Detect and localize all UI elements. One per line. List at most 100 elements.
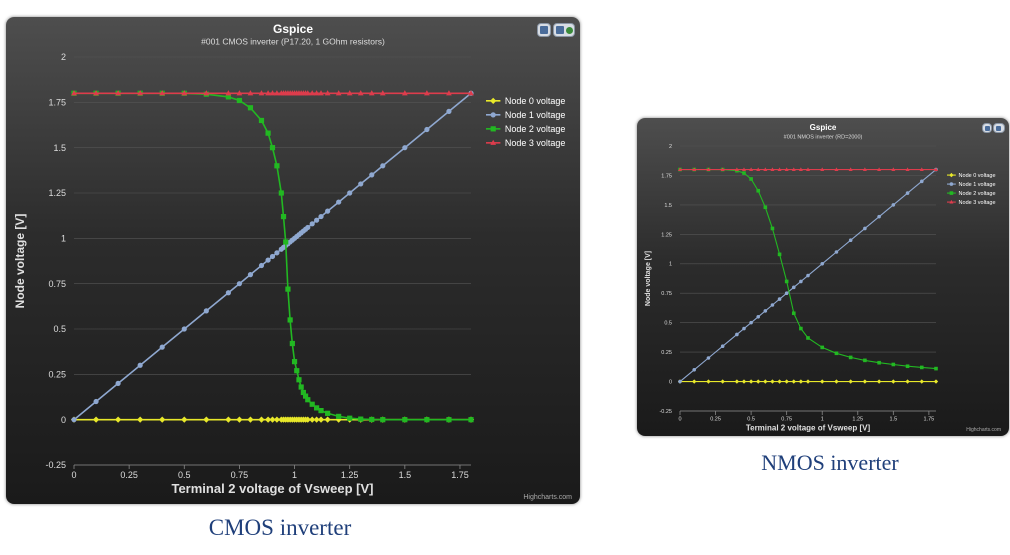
data-point	[71, 90, 77, 96]
data-point	[933, 379, 939, 384]
chart-credit: Highcharts.com	[966, 427, 1001, 433]
data-point	[784, 167, 789, 171]
series-line	[679, 169, 937, 383]
x-tick-label: 1	[821, 417, 824, 423]
data-point	[756, 314, 761, 319]
data-point	[296, 377, 302, 383]
data-point	[335, 90, 342, 96]
data-point	[317, 416, 325, 423]
data-point	[490, 112, 496, 118]
print-icon[interactable]	[537, 23, 551, 37]
data-point	[905, 191, 910, 195]
data-point	[806, 167, 810, 171]
data-point	[798, 379, 804, 384]
data-point	[741, 379, 747, 384]
data-point	[159, 416, 166, 423]
cmos-chart-panel: Gspice #001 CMOS inverter (P17.20, 1 GOhm…	[6, 17, 580, 504]
data-point	[749, 177, 753, 181]
data-point	[347, 190, 353, 196]
data-point	[93, 398, 99, 405]
data-point	[181, 416, 188, 423]
data-point	[820, 167, 825, 171]
data-point	[706, 379, 711, 384]
export-icon[interactable]	[553, 23, 575, 37]
legend-label: Node 1 voltage	[959, 182, 996, 188]
data-point	[289, 340, 295, 347]
y-tick-label: 2	[669, 144, 672, 150]
legend-item: Node 0 voltage	[486, 96, 565, 106]
y-tick-label: 1.25	[661, 232, 672, 238]
data-point	[798, 167, 803, 171]
x-tick-label: 1.25	[341, 470, 359, 480]
data-point	[805, 379, 811, 384]
data-point	[820, 345, 825, 350]
x-tick-label: 1.25	[852, 417, 863, 423]
data-point	[203, 416, 210, 423]
data-point	[336, 413, 342, 420]
legend-item: Node 2 voltage	[486, 124, 565, 134]
data-point	[919, 379, 924, 384]
data-point	[304, 416, 311, 423]
data-point	[92, 416, 100, 423]
y-tick-label: 0.25	[661, 350, 672, 356]
data-point	[777, 167, 782, 171]
y-tick-label: 0	[669, 379, 672, 385]
data-point	[401, 90, 408, 96]
export-icon[interactable]	[993, 123, 1005, 133]
data-point	[309, 221, 315, 227]
data-point	[309, 416, 316, 423]
data-point	[93, 90, 99, 96]
legend-item: Node 1 voltage	[486, 110, 565, 120]
cmos-caption: CMOS inverter	[208, 515, 352, 540]
y-tick-label: 0.5	[664, 321, 672, 327]
data-point	[749, 320, 753, 325]
data-point	[734, 167, 739, 171]
data-point	[314, 217, 320, 223]
data-point	[274, 90, 280, 96]
data-point	[269, 145, 276, 151]
y-tick-label: -0.25	[45, 460, 66, 470]
data-point	[280, 213, 287, 220]
chart-credit: Highcharts.com	[523, 494, 572, 501]
data-point	[269, 416, 276, 423]
y-tick-label: 0.75	[661, 291, 672, 297]
data-point	[934, 167, 938, 171]
legend-label: Node 2 voltage	[959, 191, 996, 197]
legend-label: Node 1 voltage	[505, 110, 566, 120]
legend-item: Node 1 voltage	[947, 182, 996, 188]
y-tick-label: 1.25	[48, 188, 66, 198]
nmos-chart: Gspice #001 NMOS inverter (RD=2000) -0.25 0…	[645, 123, 1001, 433]
data-point	[706, 356, 711, 360]
data-point	[309, 401, 315, 407]
print-icon[interactable]	[982, 123, 992, 133]
data-point	[225, 290, 231, 296]
data-point	[305, 397, 311, 403]
data-point	[347, 415, 353, 421]
data-point	[770, 303, 775, 307]
data-point	[380, 417, 386, 423]
legend-label: Node 3 voltage	[959, 200, 996, 206]
x-tick-label: 1	[292, 470, 297, 480]
series-node-3-voltage	[71, 90, 474, 96]
data-point	[791, 311, 796, 316]
data-point	[763, 205, 768, 210]
data-point	[692, 367, 697, 372]
data-point	[834, 250, 839, 254]
data-point	[236, 97, 243, 104]
data-point	[258, 117, 265, 124]
data-point	[313, 416, 320, 423]
data-point	[891, 379, 896, 384]
data-point	[325, 208, 331, 214]
x-tick-label: 0.5	[178, 470, 191, 480]
data-point	[236, 90, 243, 96]
data-point	[834, 351, 839, 356]
data-point	[763, 309, 768, 313]
data-point	[115, 90, 121, 96]
data-point	[236, 281, 243, 287]
data-point	[862, 379, 868, 384]
data-point	[777, 252, 782, 257]
data-point	[742, 171, 746, 175]
chart-title: Gspice	[810, 123, 837, 132]
data-point	[324, 90, 331, 96]
x-axis-label: Terminal 2 voltage of Vsweep [V]	[746, 424, 871, 433]
